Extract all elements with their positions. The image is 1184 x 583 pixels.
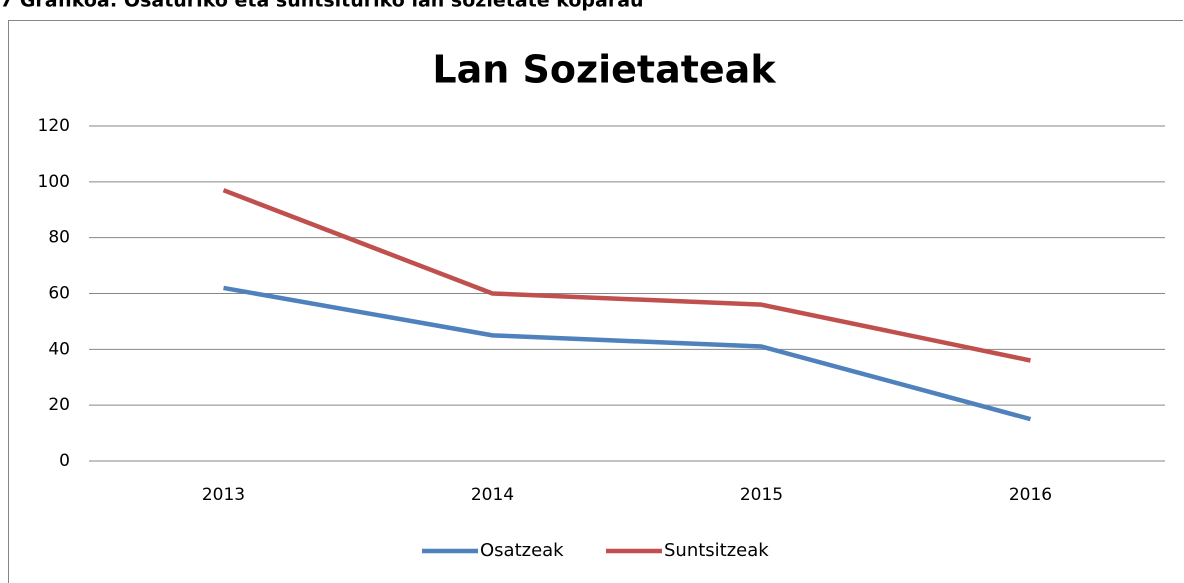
x-tick-label: 2013 (202, 485, 245, 505)
legend-label: Osatzeak (480, 540, 564, 561)
chart-title: Lan Sozietateak (432, 48, 776, 92)
x-tick-label: 2016 (1009, 485, 1052, 505)
y-tick-label: 120 (38, 116, 70, 136)
x-tick-label: 2014 (471, 485, 514, 505)
line-series (222, 188, 1031, 363)
line-series (223, 285, 1032, 422)
chart-frame (8, 20, 1183, 583)
y-tick-label: 40 (48, 339, 70, 359)
y-tick-label: 0 (59, 451, 70, 471)
y-tick-label: 80 (48, 228, 70, 248)
x-tick-label: 2015 (740, 485, 783, 505)
legend-label: Suntsitzeak (664, 540, 769, 561)
caption: 7 Grafikoa: Osaturiko eta suntsituriko l… (0, 0, 644, 12)
y-tick-label: 20 (48, 395, 70, 415)
y-tick-label: 100 (38, 172, 70, 192)
y-tick-label: 60 (48, 284, 70, 304)
